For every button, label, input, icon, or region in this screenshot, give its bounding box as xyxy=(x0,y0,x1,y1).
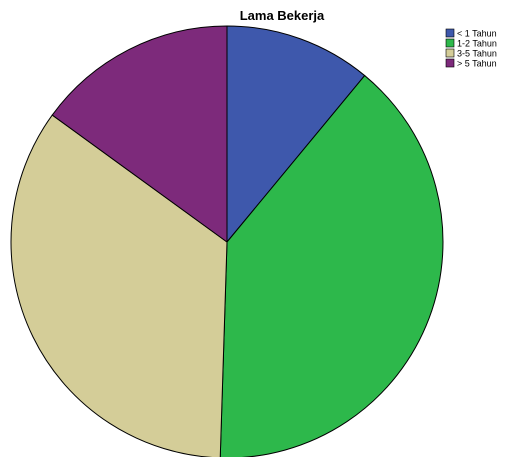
legend-label-1: < 1 Tahun xyxy=(457,29,497,39)
legend-label-4: > 5 Tahun xyxy=(457,59,497,69)
legend-swatch-4 xyxy=(445,58,455,68)
legend-swatch-2 xyxy=(445,38,455,48)
pie-slices xyxy=(10,25,444,457)
legend-swatch-1 xyxy=(445,28,455,38)
legend-swatch-3 xyxy=(445,48,455,58)
pie-slice-1 xyxy=(226,25,366,243)
legend-label-2: 1-2 Tahun xyxy=(457,39,497,49)
legend-label-3: 3-5 Tahun xyxy=(457,49,497,59)
pie-slice-2 xyxy=(219,75,444,457)
pie-slice-3 xyxy=(10,114,228,457)
chart-title: Lama Bekerja xyxy=(240,8,325,23)
pie-slice-4 xyxy=(51,25,228,243)
